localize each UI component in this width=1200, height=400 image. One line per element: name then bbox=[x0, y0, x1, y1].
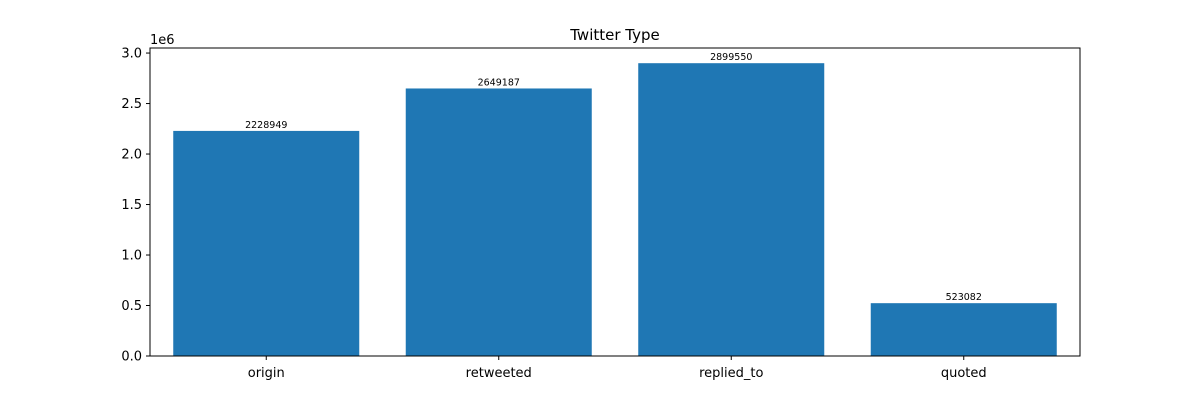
bar-replied_to bbox=[638, 63, 825, 356]
y-axis: 0.0 0.5 1.0 1.5 2.0 2.5 3.0 bbox=[121, 47, 150, 365]
y-tick-label: 0.5 bbox=[121, 299, 142, 314]
plot-frame bbox=[149, 47, 1081, 357]
x-tick-label: retweeted bbox=[466, 366, 532, 381]
x-tick-label: origin bbox=[248, 366, 285, 381]
bar-origin bbox=[173, 130, 360, 356]
x-tick-label: quoted bbox=[941, 366, 987, 381]
y-tick-label: 2.0 bbox=[121, 148, 142, 163]
y-tick-label: 2.5 bbox=[121, 97, 142, 112]
y-axis-offset-label: 1e6 bbox=[150, 33, 175, 48]
y-tick-label: 1.5 bbox=[121, 198, 142, 213]
bar-value-label: 2228949 bbox=[245, 120, 287, 131]
bar-quoted bbox=[870, 303, 1057, 356]
bar-value-label: 2899550 bbox=[710, 52, 752, 63]
bar-value-label: 2649187 bbox=[478, 77, 520, 88]
bars-group bbox=[173, 63, 1057, 357]
x-axis: origin retweeted replied_to quoted bbox=[248, 356, 987, 381]
y-tick-label: 1.0 bbox=[121, 249, 142, 264]
bar-labels-group: 2228949 2649187 2899550 523082 bbox=[245, 52, 982, 303]
x-tick-label: replied_to bbox=[699, 366, 763, 381]
y-tick-label: 0.0 bbox=[121, 350, 142, 365]
bar-retweeted bbox=[405, 88, 592, 357]
y-tick-label: 3.0 bbox=[121, 47, 142, 62]
bar-value-label: 523082 bbox=[946, 292, 982, 303]
chart-title: Twitter Type bbox=[569, 26, 660, 44]
